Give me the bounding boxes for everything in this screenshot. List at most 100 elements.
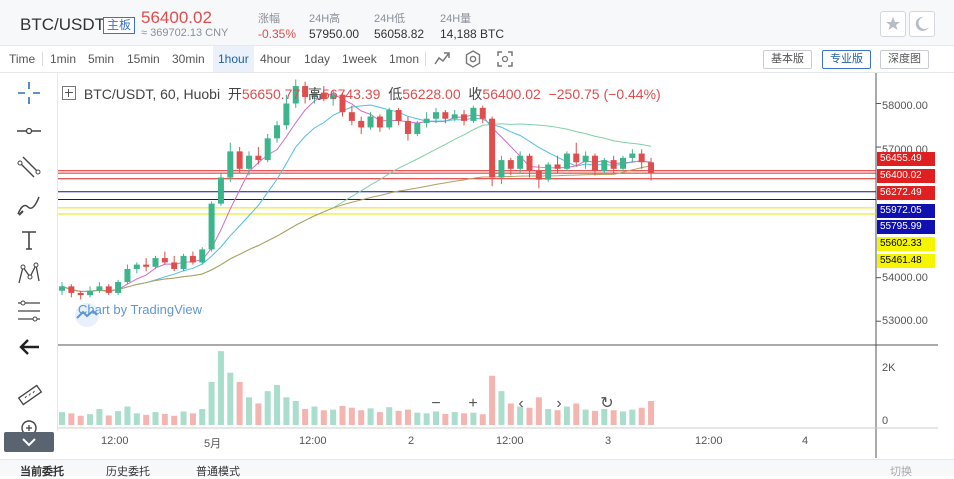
tf-1week[interactable]: 1week [342,52,377,66]
view-basic-button[interactable]: 基本版 [763,50,812,69]
tradingview-logo-icon[interactable] [70,303,104,332]
measure-lines-icon[interactable] [14,296,44,326]
volume-bar [180,411,187,425]
time-tick: 4 [802,435,809,447]
candle-body [348,112,355,121]
candle-body [470,107,477,121]
tf-time[interactable]: Time [9,52,36,66]
candle-body [180,255,187,269]
candle-body [143,264,150,267]
legend-open: 56650.77 [241,86,301,102]
scroll-left-icon[interactable]: ‹ [518,395,524,412]
crosshair-icon[interactable] [14,78,44,108]
candle-body [507,160,514,169]
plus-icon[interactable]: + [468,395,478,412]
tf-1mon[interactable]: 1mon [389,52,420,66]
tf-15min[interactable]: 15min [127,52,160,66]
volume-bar [320,410,327,425]
candle-body [255,155,262,161]
ruler-icon[interactable] [14,380,44,410]
tf-5min[interactable]: 5min [88,52,115,66]
volume-bar [199,409,206,425]
switch-button[interactable]: 切换 [890,466,912,478]
candle-body [517,155,524,169]
pair-title[interactable]: BTC/USDT [20,15,105,34]
volume-bar [133,413,140,425]
view-pro-button[interactable]: 专业版 [822,50,871,69]
tradingview-watermark[interactable]: Chart by TradingView [78,302,203,317]
last-price: 56400.02 [141,8,212,27]
price-label: 55602.33 [877,237,935,251]
volume-bar [208,381,215,425]
volume-bar [283,397,290,425]
toolbar-divider [425,52,426,66]
pattern-icon[interactable] [14,259,44,289]
fullscreen-icon[interactable] [496,50,514,68]
volume-bar [470,412,477,425]
time-tick: 12:00 [695,435,723,447]
volume-bar [152,412,159,425]
volume-bar [311,406,318,425]
volume-bar [414,412,421,425]
volume-bar [610,410,617,425]
settings-icon[interactable] [464,50,482,68]
volume-bar [87,414,94,425]
price-label: 55795.99 [877,220,935,234]
indicator-icon[interactable] [433,50,451,68]
low-24h-label: 24H低 [374,13,406,25]
volume-bar [189,413,196,425]
board-badge: 主板 [103,17,136,34]
volume-bar [227,372,234,425]
reset-icon[interactable]: ↻ [600,395,614,412]
price-label: 56272.49 [877,186,935,200]
candle-body [105,286,112,293]
volume-bar [507,403,514,425]
volume-bar [376,412,383,425]
tf-4hour[interactable]: 4hour [260,52,291,66]
time-tick: 12:00 [101,435,129,447]
tf-1hour[interactable]: 1hour [213,46,254,72]
price-tick: 58000.00 [882,100,928,112]
scroll-right-icon[interactable]: › [556,395,562,412]
volume-bar [264,391,271,425]
time-tick: 12:00 [299,435,327,447]
candle-body [124,268,131,283]
legend-low-label: 低 [388,86,403,102]
volume-bar [433,411,439,425]
night-mode-button[interactable] [909,11,935,37]
candle-body [489,118,496,178]
minus-icon[interactable]: − [431,395,441,412]
volume-bar [59,412,65,425]
back-arrow-icon[interactable] [14,332,44,362]
trend-lines-icon[interactable] [14,152,44,182]
tab-history-orders[interactable]: 历史委托 [106,466,150,478]
candle-body [582,155,589,163]
text-icon[interactable] [14,225,44,255]
volume-tick: 0 [882,415,889,427]
candle-body [395,110,402,121]
tf-30min[interactable]: 30min [172,52,205,66]
volume-bar [404,409,411,425]
ma-line [61,165,652,292]
candle-body [433,112,439,119]
tf-1day[interactable]: 1day [304,52,331,66]
legend-open-label: 开 [227,86,242,102]
tab-normal-mode[interactable]: 普通模式 [196,466,240,478]
legend-collapse-icon[interactable] [62,86,76,100]
tab-current-orders[interactable]: 当前委托 [20,466,64,478]
volume-bar [395,410,402,425]
brush-icon[interactable] [14,190,44,220]
candle-body [573,153,580,163]
change-label: 涨幅 [258,13,280,25]
volume-bar [302,409,309,425]
candle-body [386,110,393,128]
candle-body [87,290,94,296]
volume-bar [461,413,468,425]
tf-1min[interactable]: 1min [50,52,77,66]
view-depth-button[interactable]: 深度图 [880,50,929,69]
collapse-icon[interactable] [4,432,54,452]
horizontal-line-icon[interactable] [14,116,44,146]
candle-body [498,160,505,178]
favorite-button[interactable] [880,11,906,37]
price-chart[interactable] [58,73,938,458]
